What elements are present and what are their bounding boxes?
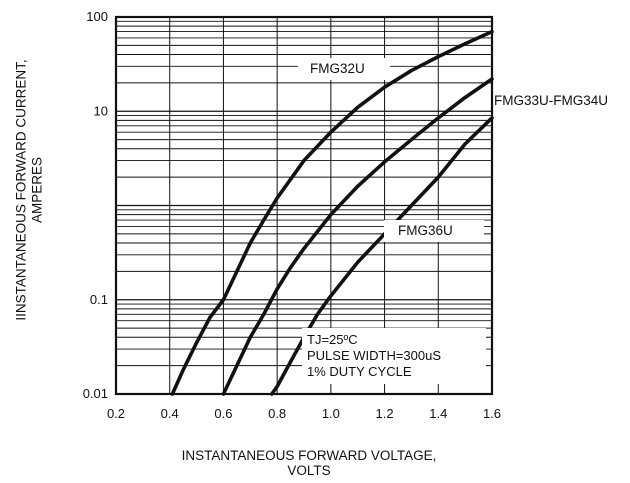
x-tick-label: 0.8 — [268, 406, 286, 421]
x-tick-label: 0.6 — [214, 406, 232, 421]
grid — [116, 17, 492, 395]
series-label-bg-fmg36u — [384, 220, 484, 242]
conditions-box — [302, 328, 486, 384]
x-tick-label: 0.4 — [161, 406, 179, 421]
condition-line: TJ=25ºC — [307, 332, 358, 347]
y-tick-label: 0.01 — [83, 386, 108, 401]
series-label-fmg33u-fmg34u: FMG33U-FMG34U — [494, 93, 608, 108]
series-line-fmg32u — [170, 29, 494, 396]
x-tick-label: 1.0 — [322, 406, 340, 421]
x-tick-label: 1.4 — [429, 406, 447, 421]
y-axis-label-line-1: IINSTANTANEOUS FORWARD CURRENT, — [14, 59, 29, 320]
series-label-fmg36u: FMG36U — [398, 223, 453, 238]
condition-line: 1% DUTY CYCLE — [307, 364, 412, 379]
x-tick-label: 1.2 — [376, 406, 394, 421]
series-line-fmg36u — [269, 116, 494, 396]
x-tick-label: 1.6 — [483, 406, 501, 421]
x-axis-label-line-1: INSTANTANEOUS FORWARD VOLTAGE, — [182, 448, 437, 463]
curves — [170, 29, 494, 396]
y-tick-label: 10 — [94, 103, 108, 118]
x-axis-label-line-2: VOLTS — [287, 463, 330, 478]
condition-line: PULSE WIDTH=300uS — [307, 348, 441, 363]
y-tick-label: 100 — [86, 9, 108, 24]
series-label-fmg32u: FMG32U — [310, 61, 365, 76]
series-line-fmg33u-fmg34u — [221, 77, 494, 396]
x-tick-label: 0.2 — [107, 406, 125, 421]
tick-labels: 0.2 0.4 0.6 0.8 1.0 1.2 1.4 1.6 0.01 0.1 10 100 — [83, 9, 501, 421]
plot-frame — [114, 15, 494, 396]
y-axis-label-line-2: AMPERES — [30, 157, 45, 223]
y-tick-label: 0.1 — [90, 292, 108, 307]
series-label-bg-fmg32u — [298, 58, 390, 80]
